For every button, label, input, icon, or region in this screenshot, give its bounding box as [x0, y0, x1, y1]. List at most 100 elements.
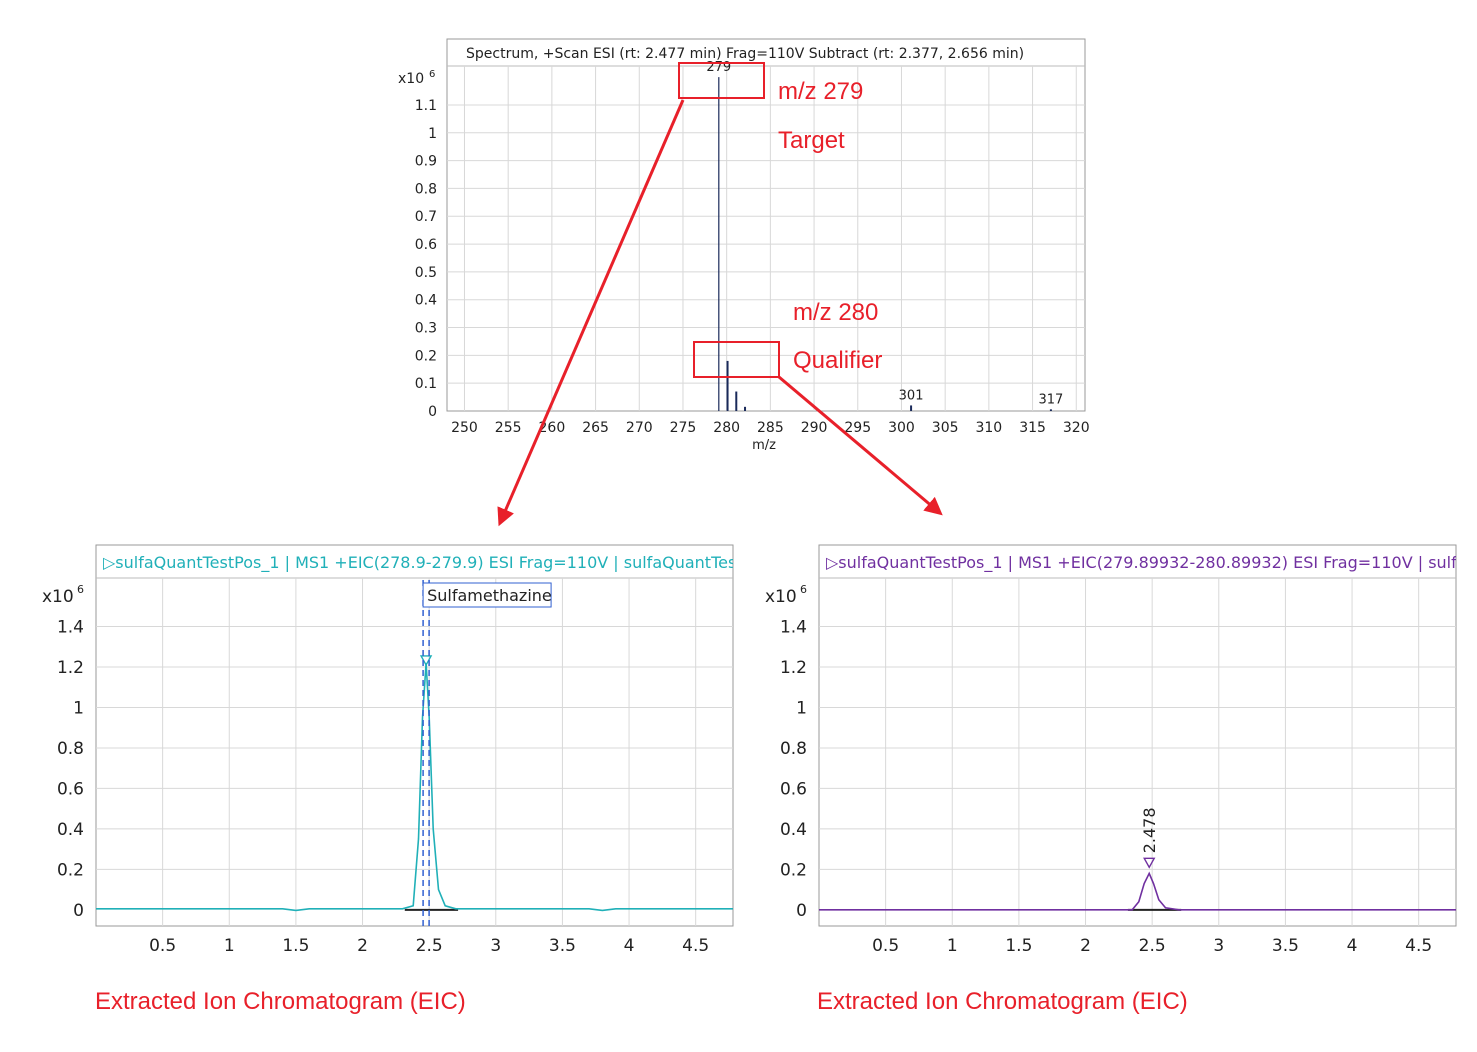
spectrum-y-tick: 0.2: [415, 348, 437, 364]
eic-right-chart: ▷sulfaQuantTestPos_1 | MS1 +EIC(279.8993…: [765, 544, 1467, 956]
eic-right-x-tick: 3.5: [1272, 936, 1299, 956]
peak-name-box: [422, 582, 552, 608]
spectrum-x-tick: 255: [495, 420, 522, 436]
eic-left-x-tick: 4: [624, 936, 635, 956]
eic-right-x-tick: 1.5: [1005, 936, 1032, 956]
eic-left-y-tick: 1.4: [57, 618, 84, 638]
spectrum-x-tick: 295: [844, 420, 871, 436]
spectrum-frame: [446, 38, 1086, 412]
eic-left-y-tick: 0.6: [57, 779, 84, 799]
eic-left-x-tick: 1.5: [282, 936, 309, 956]
eic-left-x-tick: 3.5: [549, 936, 576, 956]
eic-right-x-tick: 2.5: [1139, 936, 1166, 956]
qualifier-mz-annotation: m/z 280: [793, 299, 878, 326]
eic-right-x-tick: 0.5: [872, 936, 899, 956]
spectrum-title: Spectrum, +Scan ESI (rt: 2.477 min) Frag…: [466, 46, 1024, 62]
eic-left-y-tick: 0.2: [57, 860, 84, 880]
eic-right-y-tick: 0.6: [780, 779, 807, 799]
spectrum-x-tick: 285: [757, 420, 784, 436]
spectrum-x-axis-label: m/z: [752, 438, 776, 453]
spectrum-y-tick: 1: [428, 126, 437, 142]
spectrum-y-tick: 0.8: [415, 181, 437, 197]
eic-right-frame: [818, 544, 1457, 927]
spectrum-grid: [447, 66, 1085, 411]
eic-left-x-tick: 4.5: [682, 936, 709, 956]
spectrum-y-tick: 0: [428, 404, 437, 420]
eic-left-chart: ▷sulfaQuantTestPos_1 | MS1 +EIC(278.9-27…: [42, 544, 743, 956]
spectrum-x-tick: 300: [888, 420, 915, 436]
spectrum-y-ticks: 0 0.1 0.2 0.3 0.4 0.5 0.6 0.7 0.8 0.9 1 1.1: [415, 98, 437, 420]
spectrum-peak-label: 301: [899, 388, 924, 403]
spectrum-peaks: [718, 77, 1052, 411]
eic-right-y-tick: 0.8: [780, 739, 807, 759]
eic-left-grid: [96, 578, 733, 926]
spectrum-x-tick: 310: [975, 420, 1002, 436]
qualifier-highlight-box: [693, 341, 780, 378]
spectrum-y-exponent-label: x10: [398, 71, 424, 87]
eic-right-x-tick: 4.5: [1405, 936, 1432, 956]
qualifier-to-eic-arrow: [778, 375, 943, 516]
eic-right-y-tick: 1.2: [780, 658, 807, 678]
spectrum-y-tick: 0.3: [415, 321, 437, 337]
eic-left-x-tick: 2: [357, 936, 368, 956]
spectrum-y-tick: 0.4: [415, 293, 437, 309]
eic-right-x-tick: 3: [1213, 936, 1224, 956]
eic-left-trace: Sulfamethazine: [96, 580, 733, 926]
eic-left-title: ▷sulfaQuantTestPos_1 | MS1 +EIC(278.9-27…: [103, 553, 743, 573]
target-annotation: Target: [778, 127, 845, 154]
eic-left-y-tick: 0: [73, 901, 84, 921]
spectrum-x-tick: 270: [626, 420, 653, 436]
spectrum-x-tick: 275: [670, 420, 697, 436]
eic-right-title: ▷sulfaQuantTestPos_1 | MS1 +EIC(279.8993…: [826, 553, 1467, 573]
spectrum-y-tick: 0.5: [415, 265, 437, 281]
eic-right-y-tick: 1: [796, 698, 807, 718]
eic-left-y-exponent-label: x10: [42, 587, 74, 607]
spectrum-x-tick: 250: [451, 420, 478, 436]
target-mz-annotation: m/z 279: [778, 78, 863, 105]
spectrum-peak-label: 317: [1039, 392, 1064, 407]
spectrum-x-tick: 305: [932, 420, 959, 436]
caption-right: Extracted Ion Chromatogram (EIC): [817, 988, 1188, 1015]
eic-left-y-tick: 1.2: [57, 658, 84, 678]
eic-right-grid: [819, 578, 1456, 926]
spectrum-y-tick: 0.6: [415, 237, 437, 253]
spectrum-x-tick: 320: [1063, 420, 1090, 436]
caption-left: Extracted Ion Chromatogram (EIC): [95, 988, 466, 1015]
eic-left-y-tick: 0.8: [57, 739, 84, 759]
eic-right-y-tick: 0.4: [780, 820, 807, 840]
eic-left-x-ticks: 0.5 1 1.5 2 2.5 3 3.5 4 4.5: [149, 936, 709, 956]
eic-right-y-tick: 0.2: [780, 860, 807, 880]
qualifier-annotation: Qualifier: [793, 347, 882, 374]
eic-left-y-ticks: 0 0.2 0.4 0.6 0.8 1 1.2 1.4: [57, 618, 84, 921]
eic-left-frame: [95, 544, 734, 927]
eic-right-x-tick: 2: [1080, 936, 1091, 956]
eic-right-x-tick: 1: [947, 936, 958, 956]
spectrum-x-tick: 290: [801, 420, 828, 436]
spectrum-y-tick: 0.7: [415, 209, 437, 225]
spectrum-x-tick: 260: [539, 420, 566, 436]
eic-right-x-ticks: 0.5 1 1.5 2 2.5 3 3.5 4 4.5: [872, 936, 1432, 956]
spectrum-y-exponent: 6: [429, 69, 435, 80]
eic-right-y-tick: 1.4: [780, 618, 807, 638]
eic-left-x-tick: 1: [224, 936, 235, 956]
eicL-line: [96, 662, 733, 912]
spectrum-x-ticks: 250 255 260 265 270 275 280 285 290 295 300 305 310 3…: [451, 420, 1090, 436]
eic-left-y-tick: 0.4: [57, 820, 84, 840]
eic-right-y-tick: 0: [796, 901, 807, 921]
mass-spectrum-chart: Spectrum, +Scan ESI (rt: 2.477 min) Frag…: [398, 38, 1090, 453]
spectrum-y-tick: 1.1: [415, 98, 437, 114]
eicR-line: [819, 871, 1456, 911]
peak-rt-label: 2.478: [1140, 807, 1159, 853]
eic-right-y-exponent: 6: [800, 583, 807, 596]
target-to-eic-arrow: [497, 99, 685, 527]
peak-name-label: Sulfamethazine: [427, 586, 552, 605]
spectrum-x-tick: 280: [713, 420, 740, 436]
eic-left-x-tick: 3: [490, 936, 501, 956]
spectrum-x-tick: 265: [582, 420, 609, 436]
eic-left-x-tick: 2.5: [416, 936, 443, 956]
spectrum-x-tick: 315: [1019, 420, 1046, 436]
eic-right-x-tick: 4: [1347, 936, 1358, 956]
eic-right-y-exponent-label: x10: [765, 587, 797, 607]
eic-left-x-tick: 0.5: [149, 936, 176, 956]
eicR-apex-marker: [1143, 857, 1156, 869]
